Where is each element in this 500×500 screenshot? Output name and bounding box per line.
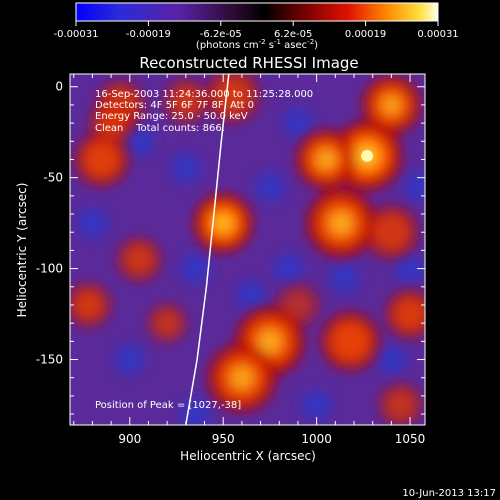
emission-blob-core xyxy=(258,329,282,354)
annotation-block: 16-Sep-2003 11:24:36.000 to 11:25:28.000… xyxy=(95,89,313,411)
emission-blob-mid xyxy=(83,140,121,178)
x-axis-ticks: 900 950 1000 1050 xyxy=(73,74,426,446)
emission-blob-mid xyxy=(330,321,371,362)
emission-blob-mid xyxy=(393,297,425,331)
y-axis-label: Heliocentric Y (arcsec) xyxy=(15,183,29,318)
colorbar-unit: (photons cm-2 s-1 asec-2) xyxy=(196,38,318,51)
negative-emission-patch xyxy=(236,280,267,311)
negative-emission-patch xyxy=(282,108,313,139)
negative-emission-patch xyxy=(404,171,425,202)
colorbar-tick-label: 0.00019 xyxy=(345,29,386,40)
x-tick-label: 1000 xyxy=(301,432,332,446)
colorbar-tick-label: 0.00031 xyxy=(417,29,458,40)
annotation-energy: Energy Range: 25.0 - 50.0 keV xyxy=(95,111,248,122)
emission-blob-core xyxy=(315,149,337,170)
emission-blob-core xyxy=(329,211,353,235)
negative-emission-patch xyxy=(395,253,425,284)
colorbar-ticks: -0.00031 -0.00019 -6.2e-05 6.2e-05 0.00019 0.… xyxy=(54,21,459,40)
emission-blob-mid xyxy=(372,213,410,251)
emission-blob-core xyxy=(213,213,234,234)
colorbar-tick-label: -0.00031 xyxy=(54,29,99,40)
colorbar: -0.00031 -0.00019 -6.2e-05 6.2e-05 0.00019 0.… xyxy=(54,2,459,51)
emission-blob-core xyxy=(230,365,254,390)
colorbar-tick-label: -0.00019 xyxy=(126,29,171,40)
annotation-time: 16-Sep-2003 11:24:36.000 to 11:25:28.000 xyxy=(95,89,313,100)
x-tick-label: 900 xyxy=(118,432,141,446)
negative-emission-patch xyxy=(180,253,211,284)
negative-emission-patch xyxy=(329,262,360,293)
negative-emission-patch xyxy=(254,171,285,202)
chart-title: Reconstructed RHESSI Image xyxy=(139,54,358,72)
footer-date: 10-Jun-2013 13:17 xyxy=(402,488,496,499)
solar-limb xyxy=(185,74,230,425)
annotation-detectors: Detectors: 4F 5F 6F 7F 8F, Att 0 xyxy=(95,100,254,111)
x-tick-label: 1050 xyxy=(395,432,426,446)
x-tick-label: 950 xyxy=(212,432,235,446)
emission-blob-mid xyxy=(214,77,252,115)
negative-emission-patch xyxy=(273,253,304,284)
y-tick-label: 0 xyxy=(55,80,63,94)
emission-blob-mid xyxy=(73,289,104,321)
negative-emission-patch xyxy=(114,344,145,375)
emission-blob-mid xyxy=(95,107,127,139)
negative-emission-patch xyxy=(77,208,108,239)
emission-blob-core xyxy=(381,94,402,116)
negative-emission-patch xyxy=(301,389,332,420)
emission-blob-mid xyxy=(153,309,181,337)
negative-emission-patch xyxy=(180,399,211,425)
plot-frame xyxy=(69,73,426,426)
y-tick-label: -150 xyxy=(36,353,63,367)
peak-position-label: Position of Peak = [1027,-38] xyxy=(95,400,241,411)
colorbar-tick-label: 6.2e-05 xyxy=(274,29,312,40)
emission-blob-mid xyxy=(123,244,155,275)
emission-blob-mid xyxy=(282,289,314,321)
annotation-counts: Clean Total counts: 866. xyxy=(95,123,225,134)
x-axis-label: Heliocentric X (arcsec) xyxy=(180,449,316,463)
colorbar-gradient xyxy=(75,2,439,22)
y-axis-ticks: 0 -50 -100 -150 xyxy=(36,80,425,415)
peak-core xyxy=(361,149,374,162)
y-tick-label: -50 xyxy=(43,171,63,185)
emission-blob-mid xyxy=(170,86,201,117)
colorbar-tick-label: -6.2e-05 xyxy=(200,29,242,40)
emission-blob-mid xyxy=(385,389,416,421)
heatmap-image xyxy=(70,74,425,425)
negative-emission-patch xyxy=(170,153,201,184)
y-tick-label: -100 xyxy=(36,262,63,276)
negative-emission-patch xyxy=(376,344,407,375)
negative-emission-patch xyxy=(124,126,155,157)
